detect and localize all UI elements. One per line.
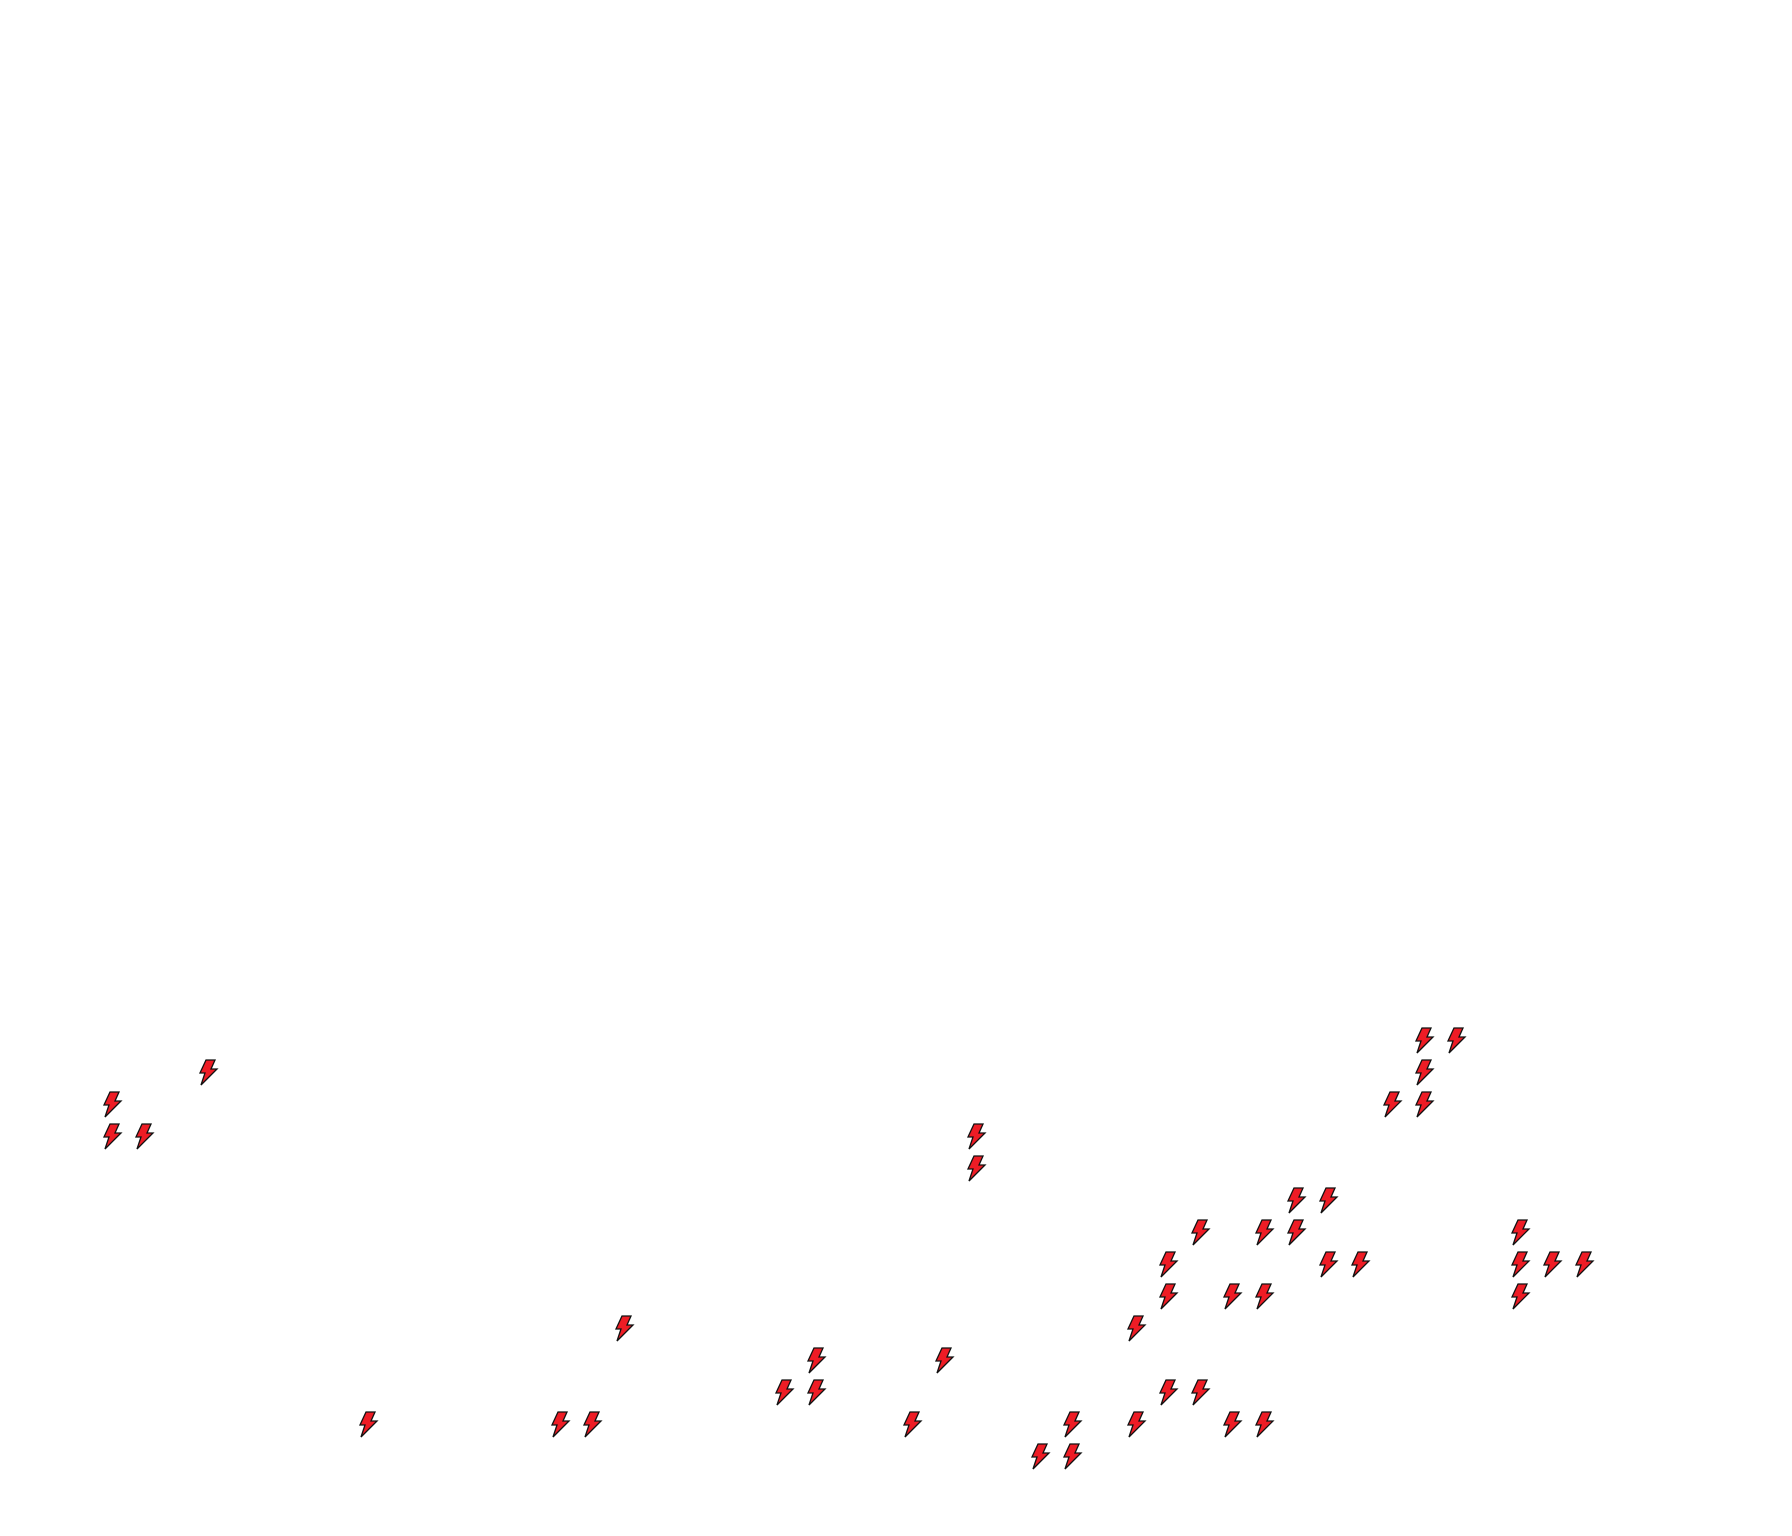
lightning-bolt-icon bbox=[352, 1408, 384, 1440]
lightning-bolt-icon bbox=[1408, 1088, 1440, 1120]
lightning-bolt-icon bbox=[192, 1056, 224, 1088]
lightning-bolt-icon bbox=[1440, 1024, 1472, 1056]
lightning-bolt-icon bbox=[96, 1120, 128, 1152]
lightning-bolt-icon bbox=[544, 1408, 576, 1440]
lightning-bolt-icon bbox=[1152, 1280, 1184, 1312]
lightning-bolt-icon bbox=[960, 1152, 992, 1184]
lightning-bolt-icon bbox=[1152, 1376, 1184, 1408]
lightning-bolt-icon bbox=[1152, 1248, 1184, 1280]
lightning-bolt-icon bbox=[1216, 1280, 1248, 1312]
lightning-bolt-icon bbox=[1344, 1248, 1376, 1280]
lightning-bolt-icon bbox=[1120, 1408, 1152, 1440]
lightning-bolt-icon bbox=[1024, 1440, 1056, 1472]
lightning-bolt-icon bbox=[1248, 1408, 1280, 1440]
lightning-bolt-icon bbox=[1184, 1376, 1216, 1408]
lightning-bolt-icon bbox=[1504, 1248, 1536, 1280]
lightning-bolt-icon bbox=[128, 1120, 160, 1152]
lightning-bolt-icon bbox=[1312, 1184, 1344, 1216]
lightning-bolt-icon bbox=[96, 1088, 128, 1120]
lightning-bolt-icon bbox=[1312, 1248, 1344, 1280]
lightning-bolt-icon bbox=[1504, 1280, 1536, 1312]
lightning-bolt-icon bbox=[1280, 1216, 1312, 1248]
lightning-bolt-icon bbox=[1248, 1216, 1280, 1248]
lightning-bolt-icon bbox=[1376, 1088, 1408, 1120]
lightning-bolt-icon bbox=[1504, 1216, 1536, 1248]
lightning-bolt-icon bbox=[1184, 1216, 1216, 1248]
lightning-bolt-icon bbox=[800, 1376, 832, 1408]
lightning-bolt-icon bbox=[768, 1376, 800, 1408]
lightning-bolt-icon bbox=[1408, 1024, 1440, 1056]
lightning-bolt-icon bbox=[1248, 1280, 1280, 1312]
lightning-bolt-icon bbox=[608, 1312, 640, 1344]
lightning-bolt-icon bbox=[1056, 1440, 1088, 1472]
lightning-bolt-icon bbox=[928, 1344, 960, 1376]
lightning-bolt-icon bbox=[800, 1344, 832, 1376]
lightning-bolt-icon bbox=[960, 1120, 992, 1152]
lightning-bolt-icon bbox=[1216, 1408, 1248, 1440]
lightning-bolt-icon bbox=[1120, 1312, 1152, 1344]
lightning-bolt-icon bbox=[1280, 1184, 1312, 1216]
lightning-bolt-icon bbox=[1056, 1408, 1088, 1440]
lightning-bolt-icon bbox=[896, 1408, 928, 1440]
lightning-bolt-icon bbox=[1408, 1056, 1440, 1088]
lightning-bolt-icon bbox=[576, 1408, 608, 1440]
lightning-bolt-icon bbox=[1568, 1248, 1600, 1280]
lightning-bolt-icon bbox=[1536, 1248, 1568, 1280]
